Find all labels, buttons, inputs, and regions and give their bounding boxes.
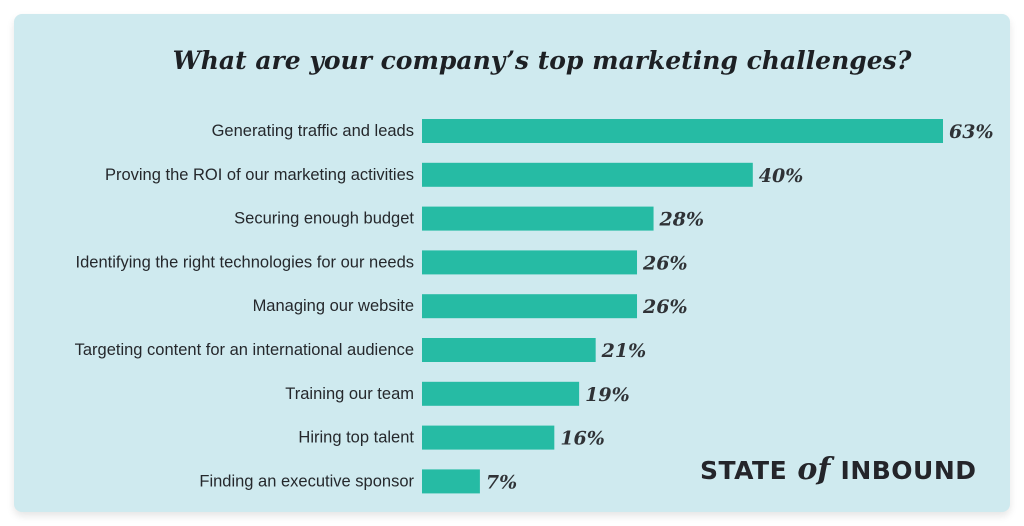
bar <box>422 250 638 275</box>
bar <box>422 294 638 319</box>
state-of-inbound-logo: STATE of INBOUND <box>700 452 977 487</box>
bar <box>422 469 480 494</box>
category-label: Securing enough budget <box>234 210 414 228</box>
category-label: Identifying the right technologies for o… <box>76 253 414 271</box>
bar <box>422 162 753 187</box>
value-label: 16% <box>560 428 605 450</box>
category-label: Hiring top talent <box>298 429 414 447</box>
category-label: Targeting content for an international a… <box>75 341 414 359</box>
bar <box>422 119 943 143</box>
category-label: Proving the ROI of our marketing activit… <box>105 166 414 184</box>
value-label: 19% <box>585 384 630 406</box>
value-label: 26% <box>642 296 688 318</box>
value-label: 40% <box>759 165 804 187</box>
bar <box>422 338 596 362</box>
value-label: 28% <box>659 209 705 231</box>
value-label: 7% <box>486 471 517 493</box>
category-label: Managing our website <box>253 297 414 315</box>
bar <box>422 206 654 231</box>
value-label: 26% <box>642 252 688 274</box>
value-label: 63% <box>949 121 994 143</box>
bar <box>422 425 555 450</box>
category-label: Generating traffic and leads <box>212 122 414 140</box>
logo-word-state: STATE <box>700 456 788 485</box>
category-label: Finding an executive sponsor <box>199 472 414 490</box>
logo-word-of: of <box>797 452 831 487</box>
chart-title: What are your company’s top marketing ch… <box>172 46 912 75</box>
logo-word-inbound: INBOUND <box>840 456 977 485</box>
value-label: 21% <box>601 340 647 362</box>
category-label: Training our team <box>285 385 414 403</box>
bar <box>422 381 580 406</box>
